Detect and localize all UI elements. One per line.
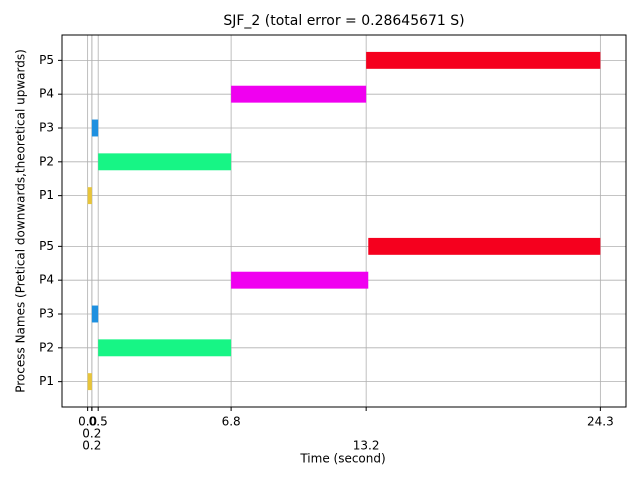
x-tick-label: 13.2 — [353, 439, 380, 453]
task-bar — [87, 373, 92, 391]
y-tick-label: P5 — [39, 239, 54, 253]
y-tick-label: P2 — [39, 154, 54, 168]
task-bar — [91, 119, 99, 137]
task-bar — [366, 51, 601, 69]
y-tick-label: P2 — [39, 340, 54, 354]
task-bar — [98, 153, 232, 171]
x-tick-label: 24.3 — [587, 415, 614, 429]
x-axis-label: Time (second) — [299, 452, 385, 466]
chart-title: SJF_2 (total error = 0.28645671 S) — [223, 13, 464, 29]
y-tick-label: P4 — [39, 87, 54, 101]
y-tick-label: P1 — [39, 374, 54, 388]
task-bar — [231, 271, 369, 289]
x-tick-label: 0.0 — [78, 415, 97, 429]
x-tick-label: 0.2 — [82, 427, 101, 441]
task-bar — [87, 187, 92, 205]
axes-frame — [61, 34, 627, 408]
x-tick-label: 0.5 — [89, 415, 108, 429]
y-tick-label: P4 — [39, 273, 54, 287]
x-tick-label: 0.2 — [82, 439, 101, 453]
y-tick-label: P1 — [39, 188, 54, 202]
y-tick-label: P3 — [39, 121, 54, 135]
task-bar — [98, 339, 232, 357]
task-bar — [91, 305, 99, 323]
x-tick-label: 6.8 — [222, 415, 241, 429]
task-bar — [231, 85, 367, 103]
y-tick-label: P3 — [39, 307, 54, 321]
task-bar — [368, 237, 601, 255]
y-tick-label: P5 — [39, 53, 54, 67]
y-axis-label: Process Names (Pretical downwards,theore… — [14, 49, 28, 393]
